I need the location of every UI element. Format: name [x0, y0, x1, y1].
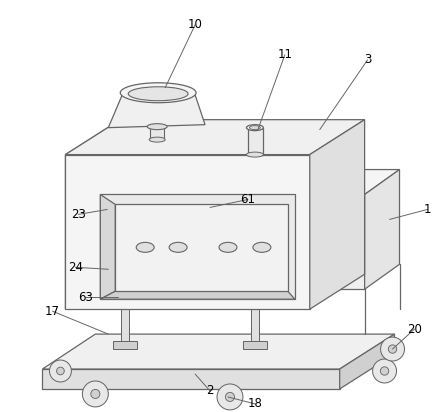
- Ellipse shape: [136, 242, 154, 252]
- Ellipse shape: [219, 242, 237, 252]
- Text: 17: 17: [45, 304, 60, 318]
- Ellipse shape: [149, 137, 165, 142]
- Text: 18: 18: [248, 398, 262, 410]
- Ellipse shape: [246, 152, 264, 157]
- Polygon shape: [108, 95, 205, 128]
- Polygon shape: [66, 119, 120, 309]
- Text: 20: 20: [407, 323, 422, 336]
- Ellipse shape: [147, 124, 167, 130]
- Circle shape: [225, 392, 234, 401]
- Circle shape: [217, 384, 243, 410]
- Circle shape: [373, 359, 396, 383]
- Circle shape: [381, 367, 389, 375]
- Polygon shape: [100, 194, 115, 299]
- Polygon shape: [365, 170, 400, 289]
- Text: 10: 10: [188, 19, 202, 31]
- Polygon shape: [66, 154, 310, 309]
- Polygon shape: [100, 291, 295, 299]
- Circle shape: [389, 345, 397, 353]
- Text: 63: 63: [78, 291, 93, 304]
- Text: 24: 24: [68, 261, 83, 274]
- Text: 11: 11: [277, 48, 292, 61]
- Text: 2: 2: [206, 384, 214, 398]
- Polygon shape: [121, 309, 129, 341]
- Polygon shape: [43, 369, 340, 389]
- Circle shape: [91, 389, 100, 398]
- Ellipse shape: [249, 126, 260, 130]
- Circle shape: [57, 367, 64, 375]
- Circle shape: [381, 337, 404, 361]
- Polygon shape: [113, 341, 137, 349]
- Text: 23: 23: [71, 208, 86, 221]
- Polygon shape: [310, 119, 365, 309]
- Ellipse shape: [169, 242, 187, 252]
- Circle shape: [50, 360, 71, 382]
- Polygon shape: [43, 334, 395, 369]
- Polygon shape: [243, 341, 267, 349]
- Polygon shape: [66, 119, 365, 154]
- Polygon shape: [310, 194, 365, 289]
- Ellipse shape: [120, 83, 196, 103]
- Ellipse shape: [128, 87, 188, 101]
- Polygon shape: [310, 170, 400, 194]
- Text: 3: 3: [364, 53, 371, 66]
- Polygon shape: [115, 204, 288, 291]
- Ellipse shape: [246, 125, 264, 131]
- Polygon shape: [251, 309, 259, 341]
- Circle shape: [82, 381, 108, 407]
- Ellipse shape: [253, 242, 271, 252]
- Polygon shape: [150, 126, 164, 140]
- Polygon shape: [100, 194, 295, 299]
- Polygon shape: [340, 334, 395, 389]
- Text: 1: 1: [424, 203, 431, 216]
- Polygon shape: [248, 128, 263, 154]
- Text: 61: 61: [241, 193, 256, 206]
